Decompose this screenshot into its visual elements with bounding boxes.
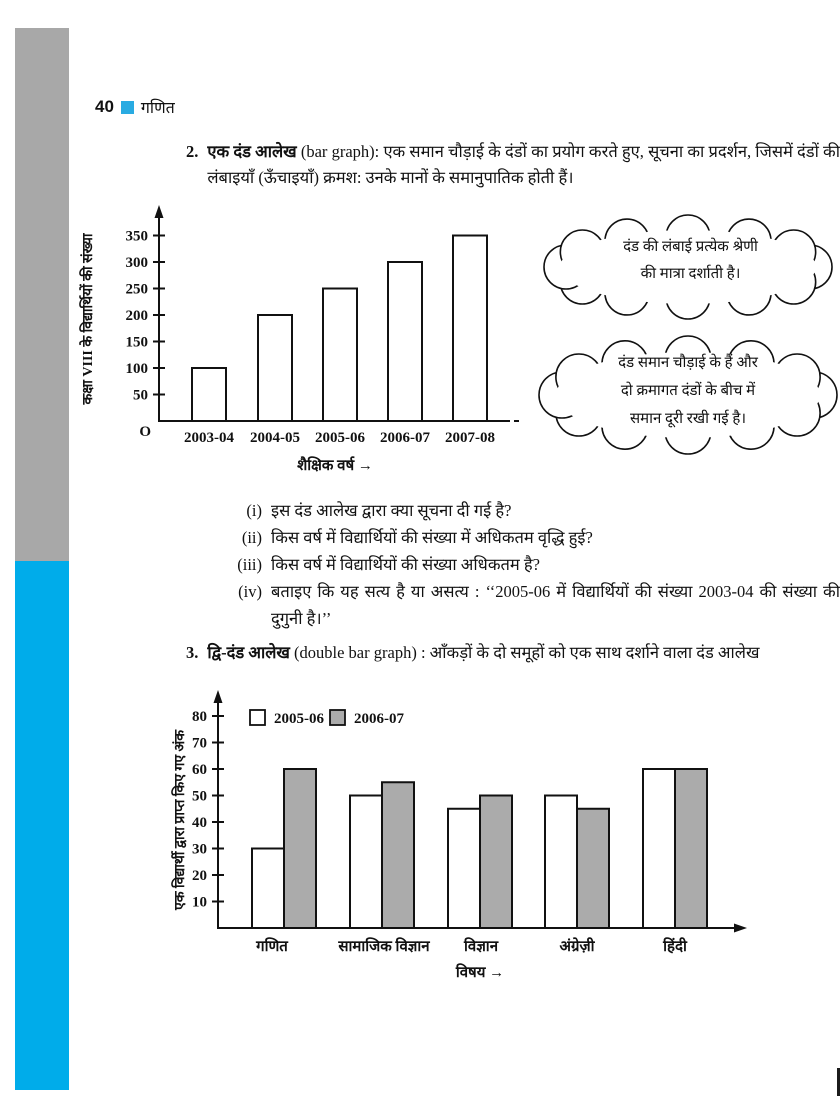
term-english: (bar graph): xyxy=(300,142,380,161)
axis-arrow-right xyxy=(734,923,747,933)
callout-2-text: दंड समान चौड़ाई के हैं और दो क्रमागत दंड… xyxy=(618,355,758,427)
callout-1-text: दंड की लंबाई प्रत्येक श्रेणी की मात्रा द… xyxy=(623,239,758,282)
term-hindi: एक दंड आलेख xyxy=(207,142,297,161)
y-tick-label: 250 xyxy=(126,282,149,298)
question-item: (ii) किस वर्ष में विद्यार्थियों की संख्य… xyxy=(230,524,840,551)
bar-2006-07-गणित xyxy=(283,768,317,929)
y-tick-label: 50 xyxy=(133,388,148,404)
y-tick-label: 200 xyxy=(126,308,149,324)
x-axis-title: विषय → xyxy=(455,963,504,981)
x-category-label: 2007-08 xyxy=(445,430,495,446)
bar-2005-06-सामाजिक विज्ञान xyxy=(349,794,383,929)
y-tick-label: 50 xyxy=(192,789,207,805)
bar-2005-06-हिंदी xyxy=(642,768,676,929)
term-hindi: द्वि-दंड आलेख xyxy=(207,643,290,662)
x-category-label: 2003-04 xyxy=(184,430,234,446)
legend-swatch-2006-07 xyxy=(329,709,346,726)
question-text: किस वर्ष में विद्यार्थियों की संख्या अधि… xyxy=(271,555,540,574)
left-margin-bar-blue xyxy=(15,561,69,1090)
section-description: एक समान चौड़ाई के दंडों का प्रयोग करते ह… xyxy=(207,142,840,187)
term-english: (double bar graph) : xyxy=(294,643,426,662)
question-marker: (ii) xyxy=(241,528,262,547)
y-tick-label: 60 xyxy=(192,762,207,778)
x-axis-title: शैक्षिक वर्ष → xyxy=(297,456,373,474)
x-category-label: 2005-06 xyxy=(315,430,365,446)
question-text: किस वर्ष में विद्यार्थियों की संख्या में… xyxy=(271,528,593,547)
question-list: (i) इस दंड आलेख द्वारा क्या सूचना दी गई … xyxy=(230,497,840,632)
bar-2006-07-विज्ञान xyxy=(479,794,513,929)
section-number: 3. xyxy=(186,643,199,662)
question-text: बताइए कि यह सत्य है या असत्य : ‘‘2005-06… xyxy=(271,582,840,628)
question-item: (iii) किस वर्ष में विद्यार्थियों की संख्… xyxy=(230,551,840,578)
y-tick-label: 350 xyxy=(126,229,149,245)
y-axis-title: कक्षा VIII के विद्यार्थियों की संख्या xyxy=(79,232,96,405)
page-header: 40 गणित xyxy=(95,96,175,118)
question-marker: (i) xyxy=(246,501,262,520)
question-item: (i) इस दंड आलेख द्वारा क्या सूचना दी गई … xyxy=(230,497,840,524)
cloud-body xyxy=(560,230,816,304)
callout-cloud-2 xyxy=(538,335,838,455)
y-axis-title: एक विद्यार्थी द्वारा प्राप्त किए गए अंक xyxy=(171,729,188,911)
section-text: द्वि-दंड आलेख (double bar graph) : आँकड़… xyxy=(207,640,759,666)
legend-swatch-2005-06 xyxy=(249,709,266,726)
bar-2006-07 xyxy=(387,261,423,422)
bar-2006-07-अंग्रेज़ी xyxy=(576,807,610,929)
x-category-label: अंग्रेज़ी xyxy=(560,937,596,955)
y-tick-label: 80 xyxy=(192,709,207,725)
y-tick-label: 40 xyxy=(192,815,207,831)
section-double-bar-graph: 3. द्वि-दंड आलेख (double bar graph) : आँ… xyxy=(186,640,840,666)
legend-label: 2006-07 xyxy=(354,711,404,727)
x-category-label: विज्ञान xyxy=(463,937,499,955)
bar-2003-04 xyxy=(191,367,227,422)
axis-arrow-up xyxy=(154,205,164,218)
x-category-label: हिंदी xyxy=(662,937,688,955)
question-marker: (iii) xyxy=(237,555,262,574)
x-category-label: 2006-07 xyxy=(380,430,430,446)
question-item: (iv) बताइए कि यह सत्य है या असत्य : ‘‘20… xyxy=(230,578,840,632)
bar-2005-06-विज्ञान xyxy=(447,807,481,929)
legend-label: 2005-06 xyxy=(274,711,324,727)
y-tick-label: 100 xyxy=(126,361,149,377)
bar-2007-08 xyxy=(452,234,488,422)
x-category-label: सामाजिक विज्ञान xyxy=(337,937,430,955)
callout-cloud-1 xyxy=(543,214,833,320)
section-bar-graph: 2. एक दंड आलेख (bar graph): एक समान चौड़… xyxy=(186,139,840,190)
question-text: इस दंड आलेख द्वारा क्या सूचना दी गई है? xyxy=(271,501,512,520)
y-tick-label: 30 xyxy=(192,842,207,858)
bar-2005-06-गणित xyxy=(251,847,285,929)
page-number: 40 xyxy=(95,97,114,116)
section-number: 2. xyxy=(186,142,199,161)
left-margin-bar-gray xyxy=(15,28,69,561)
bar-graph-chart: 50 100 150 200 250 300 350 O 2003-04 2004-05 2005-… xyxy=(79,205,522,474)
y-tick-label: 10 xyxy=(192,895,207,911)
y-tick-label: 20 xyxy=(192,868,207,884)
double-bar-graph-chart: 10 20 30 40 50 60 70 80 गणित सामाजिक विज्ञान विज्ञ… xyxy=(171,690,747,981)
axis-arrow-up xyxy=(213,690,223,703)
x-category-label: गणित xyxy=(255,937,289,955)
bar-2004-05 xyxy=(257,314,293,422)
section-description: आँकड़ों के दो समूहों को एक साथ दर्शाने व… xyxy=(429,643,760,662)
bar-2006-07-सामाजिक विज्ञान xyxy=(381,781,415,929)
y-tick-label: 300 xyxy=(126,255,149,271)
bar-2005-06-अंग्रेज़ी xyxy=(544,794,578,929)
page-title: गणित xyxy=(140,100,175,117)
y-tick-label: 150 xyxy=(126,335,149,351)
bar-2005-06 xyxy=(322,287,358,422)
header-square-icon xyxy=(120,100,134,114)
y-tick-label: 70 xyxy=(192,736,207,752)
bar-2006-07-हिंदी xyxy=(674,768,708,929)
question-marker: (iv) xyxy=(238,582,262,601)
x-category-label: 2004-05 xyxy=(250,430,300,446)
origin-label: O xyxy=(139,424,151,440)
section-text: एक दंड आलेख (bar graph): एक समान चौड़ाई … xyxy=(207,139,840,190)
page-edge-mark xyxy=(837,1068,840,1096)
cloud-body xyxy=(556,352,820,438)
